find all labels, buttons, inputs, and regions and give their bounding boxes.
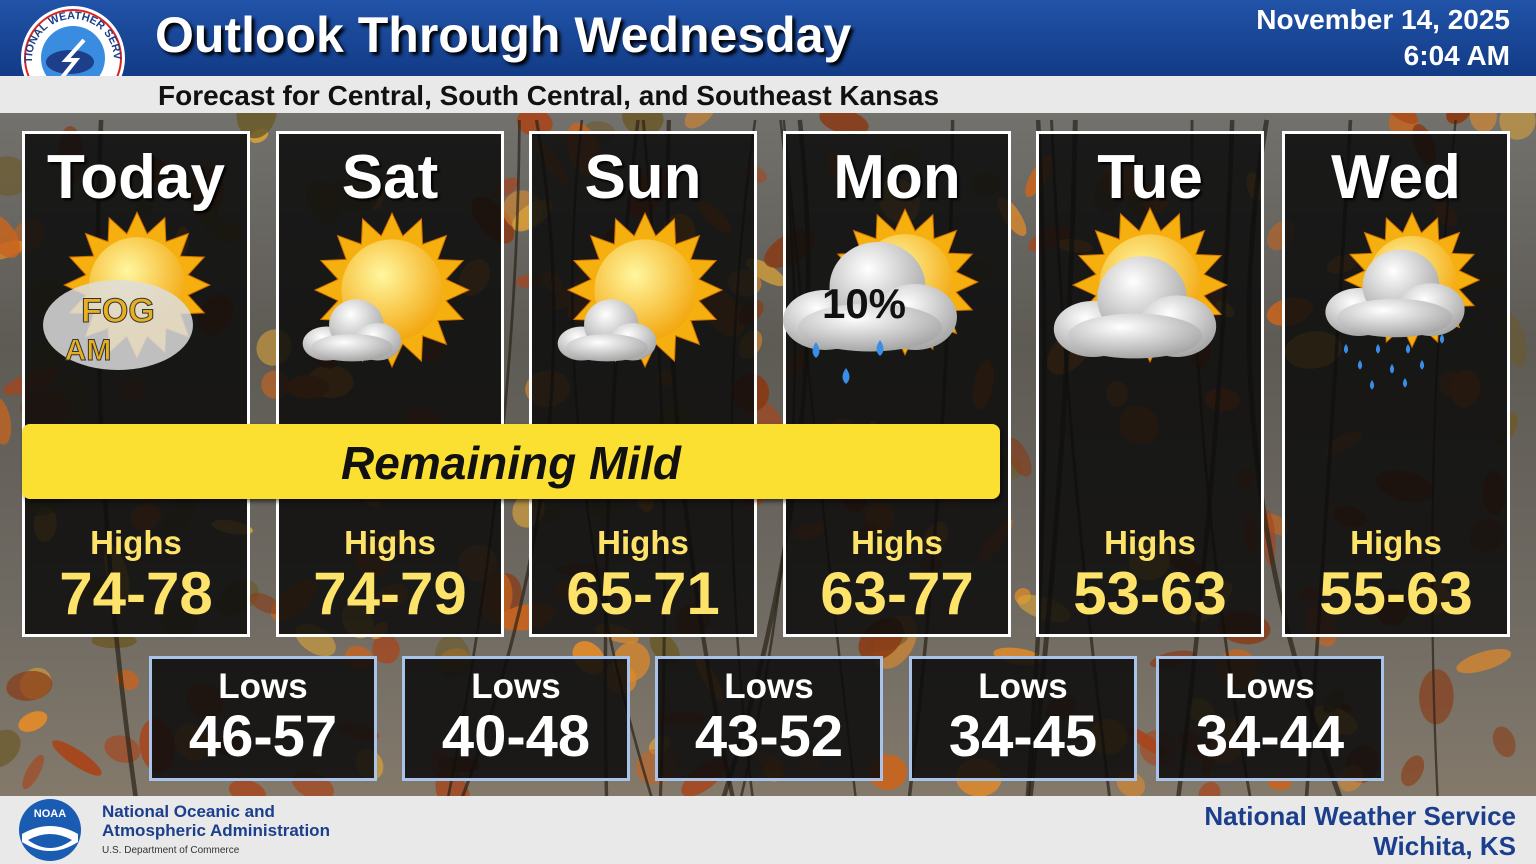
highs-value: 74-78 [59, 560, 213, 627]
lows-label: Lows [724, 667, 814, 706]
leaf [1492, 726, 1516, 758]
leaf [0, 729, 21, 768]
highs-label: Highs [597, 524, 689, 561]
lows-label: Lows [1225, 667, 1315, 706]
lows-label: Lows [471, 667, 561, 706]
subtitle: Forecast for Central, South Central, and… [158, 80, 940, 111]
time: 6:04 AM [1403, 40, 1510, 71]
day-panel: Mon Highs 63-77 [783, 131, 1011, 637]
low-panel: Lows 46-57 [149, 656, 377, 781]
day-name: Wed [1331, 143, 1461, 212]
low-panel: Lows 40-48 [402, 656, 630, 781]
low-panel: Lows 34-45 [909, 656, 1137, 781]
day-name: Sun [584, 143, 702, 212]
lows-label: Lows [978, 667, 1068, 706]
highs-value: 63-77 [820, 560, 974, 627]
highs-label: Highs [1350, 524, 1442, 561]
lows-value: 34-44 [1195, 704, 1345, 769]
highs-value: 55-63 [1319, 560, 1473, 627]
leaf [819, 108, 869, 135]
leaf [6, 670, 53, 701]
noaa-logo-text: NOAA [34, 808, 66, 820]
header-bar [0, 0, 1536, 76]
leaf [18, 711, 48, 732]
highs-label: Highs [851, 524, 943, 561]
banner [22, 424, 1000, 499]
leaf [0, 156, 30, 196]
noaa-logo: NOAA [19, 799, 81, 861]
low-panel: Lows 43-52 [655, 656, 883, 781]
day-name: Tue [1097, 143, 1203, 212]
leaf [516, 108, 553, 137]
highs-value: 65-71 [566, 560, 720, 627]
leaf [1419, 669, 1454, 725]
location: Wichita, KS [1373, 831, 1516, 861]
agency-line-1: National Oceanic and [102, 802, 275, 821]
lows-value: 43-52 [694, 704, 844, 769]
leaf [115, 669, 139, 690]
highs-label: Highs [90, 524, 182, 561]
department: U.S. Department of Commerce [102, 845, 240, 856]
day-panel: Sat Highs 74-79 [276, 131, 504, 637]
title: Outlook Through Wednesday [155, 7, 852, 63]
day-name: Mon [833, 143, 961, 212]
leaf [104, 735, 141, 763]
subtitle-bar [0, 76, 1536, 113]
leaf [0, 397, 12, 445]
date: November 14, 2025 [1256, 4, 1510, 35]
lows-label: Lows [218, 667, 308, 706]
leaf [372, 634, 400, 664]
leaf [1456, 649, 1512, 674]
footer-bar [0, 796, 1536, 864]
highs-value: 53-63 [1073, 560, 1227, 627]
day-name: Sat [341, 143, 439, 212]
agency-line-2: Atmospheric Administration [102, 821, 330, 840]
low-panel: Lows 34-44 [1156, 656, 1384, 781]
office: National Weather Service [1204, 801, 1516, 831]
leaf [1005, 437, 1032, 477]
leaf [249, 592, 282, 614]
day-panel: Sun Highs 65-71 [529, 131, 757, 637]
leaf [1401, 755, 1425, 787]
lows-value: 46-57 [188, 704, 338, 769]
lows-value: 40-48 [441, 704, 591, 769]
leaf [0, 213, 20, 258]
highs-label: Highs [344, 524, 436, 561]
lows-value: 34-45 [948, 704, 1098, 769]
day-name: Today [47, 143, 225, 212]
day-panel: Tue Highs 53-63 [1036, 131, 1264, 637]
highs-label: Highs [1104, 524, 1196, 561]
day-panel: Wed Highs 55-63 [1282, 131, 1510, 637]
day-panel: Today Highs 74-78 [22, 131, 250, 637]
highs-value: 74-79 [313, 560, 467, 627]
leaf [52, 740, 102, 776]
leaf [22, 754, 44, 790]
banner-text: Remaining Mild [341, 437, 681, 489]
